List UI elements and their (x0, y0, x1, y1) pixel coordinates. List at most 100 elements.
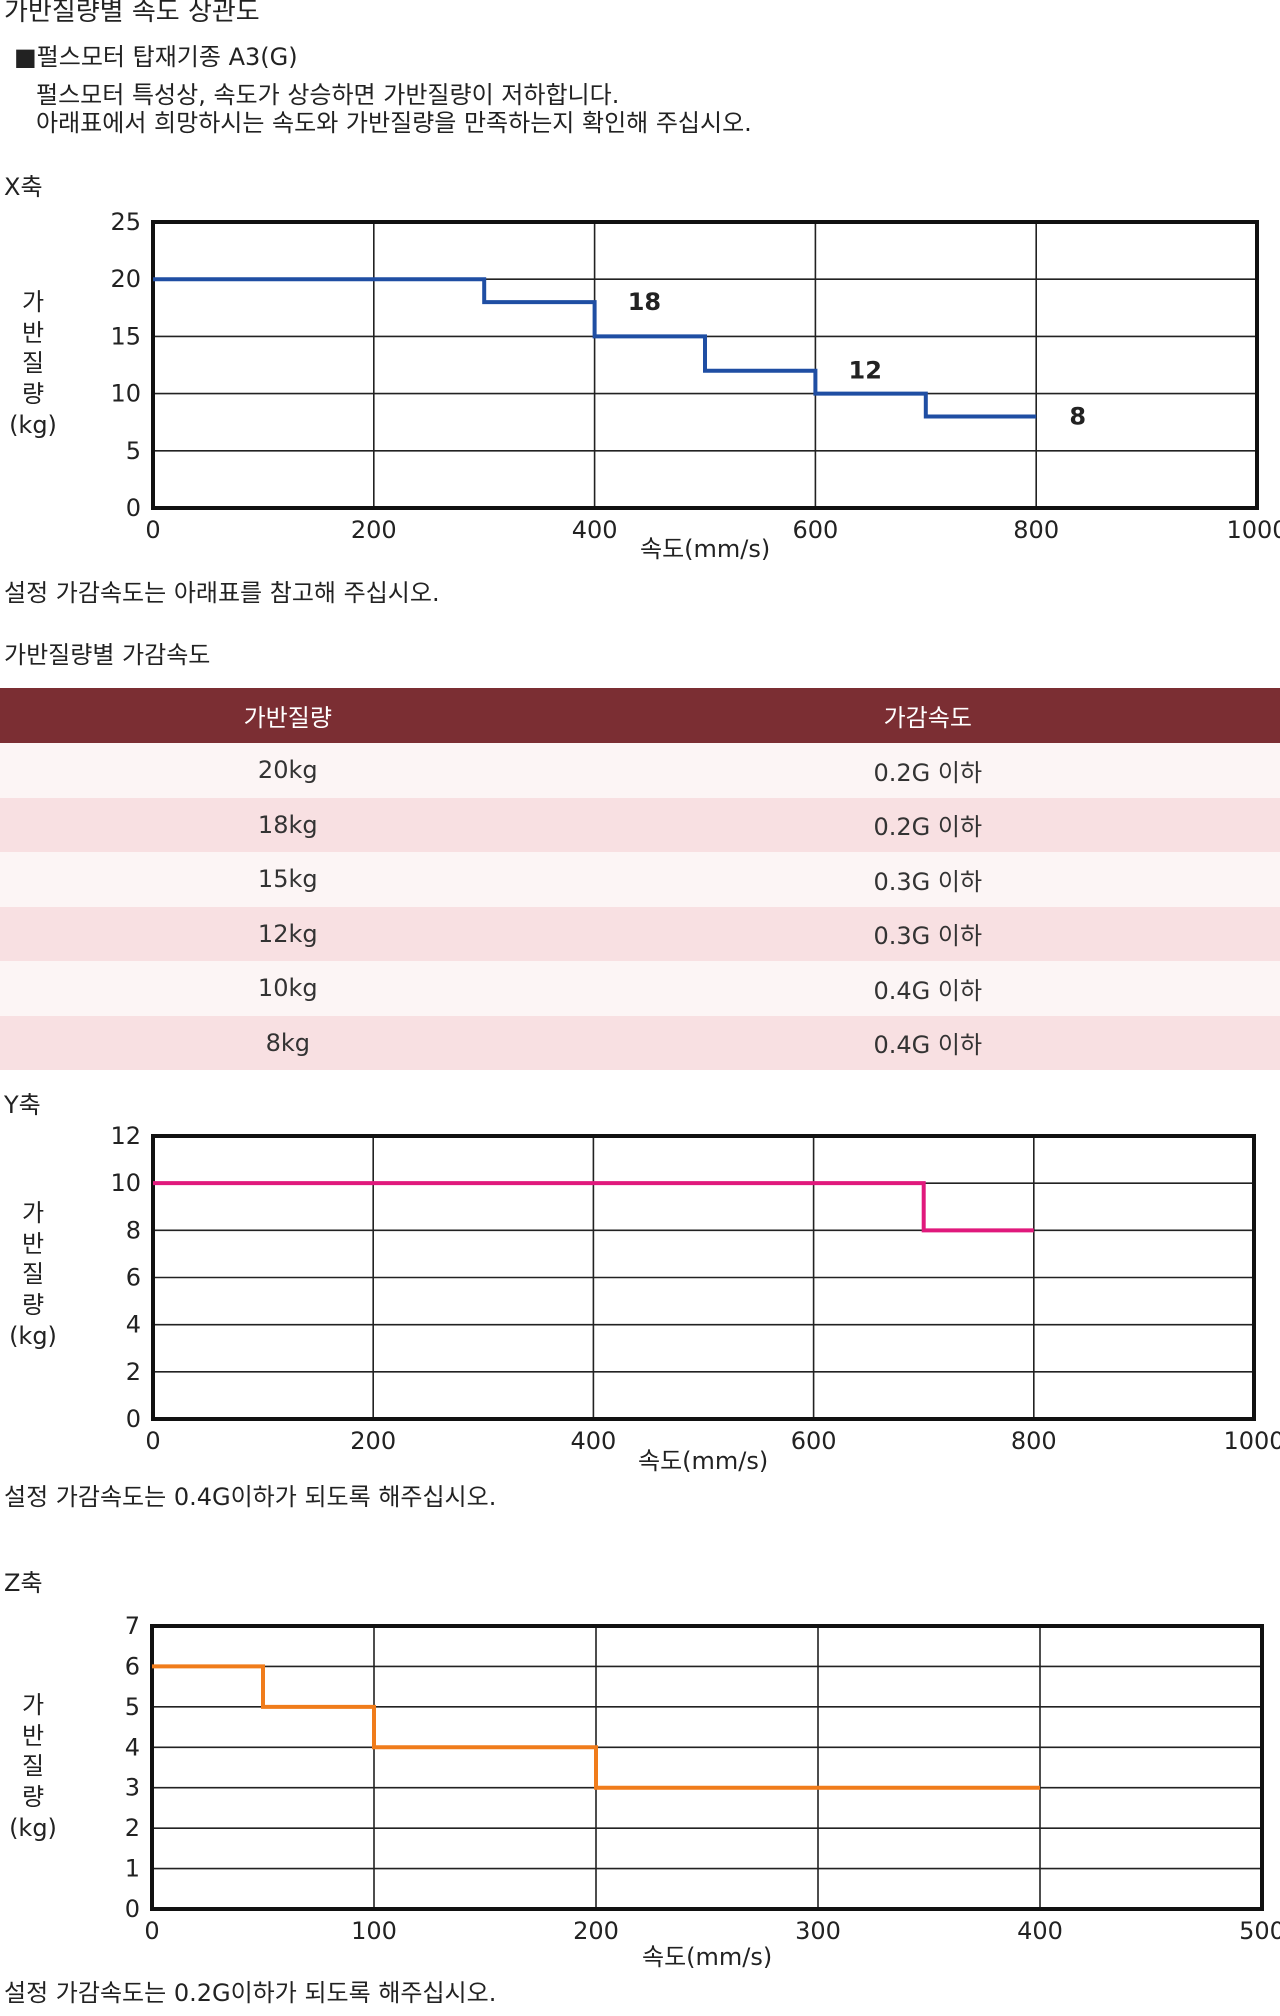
x-tick-label: 600 (792, 516, 838, 544)
y-label-char: 질 (21, 349, 45, 378)
table-cell-accel: 0.2G 이하 (575, 797, 1280, 852)
y-label-char: 가 (21, 1199, 45, 1227)
y-tick-label: 25 (110, 208, 141, 236)
x-tick-label: 400 (572, 516, 618, 544)
table-row: 10kg 0.4G 이하 (0, 961, 1280, 1016)
y-chart-y-axis-label: 가 반 질 량 (kg) (3, 1198, 63, 1352)
series-line (153, 1181, 1034, 1233)
y-label-unit: (kg) (9, 410, 57, 439)
plot-frame (151, 1134, 1256, 1421)
page-title: 가반질량별 속도 상관도 (4, 0, 260, 27)
y-tick-label: 7 (125, 1612, 140, 1640)
x-chart-y-axis-label: 가 반 질 량 (kg) (3, 287, 63, 441)
x-axis-chart: 0 200 400 600 800 1000 0 5 10 15 20 25 18 12 8 (110, 208, 1280, 544)
table-cell-accel: 0.4G 이하 (575, 1015, 1280, 1070)
table-cell-accel: 0.3G 이하 (575, 852, 1280, 907)
y-label-char: 질 (21, 1752, 45, 1781)
plot-frame (151, 220, 1259, 510)
series-line (153, 277, 1037, 419)
x-tick-label: 1000 (1223, 1427, 1280, 1455)
y-label-unit: (kg) (9, 1813, 57, 1842)
table-cell-load: 20kg (0, 743, 576, 798)
y-label-char: 반 (21, 1229, 45, 1258)
table-header-load: 가반질량 (0, 688, 576, 743)
y-tick-label: 20 (110, 265, 141, 293)
y-tick-label: 0 (125, 1895, 140, 1923)
x-tick-label: 100 (351, 1917, 397, 1945)
x-tick-label: 0 (145, 1427, 160, 1455)
y-chart-x-axis-label: 속도(mm/s) (638, 1447, 769, 1475)
plot-frame (150, 1624, 1264, 1911)
z-chart-title: Z축 (4, 1569, 43, 1597)
x-chart-title: X축 (4, 173, 43, 201)
y-tick-label: 0 (126, 1405, 141, 1433)
x-tick-label: 800 (1011, 1427, 1057, 1455)
y-tick-label: 5 (125, 1693, 140, 1721)
table-row: 8kg 0.4G 이하 (0, 1015, 1280, 1070)
y-tick-label: 10 (110, 380, 141, 408)
y-label-char: 질 (21, 1260, 45, 1289)
y-tick-label: 3 (125, 1774, 140, 1802)
y-label-char: 량 (21, 1291, 45, 1320)
y-tick-label: 2 (125, 1814, 140, 1842)
table-cell-load: 18kg (0, 797, 576, 852)
z-chart-x-axis-label: 속도(mm/s) (642, 1943, 773, 1971)
x-tick-label: 1000 (1226, 516, 1280, 544)
table-header-accel: 가감속도 (575, 688, 1280, 743)
y-label-char: 량 (21, 1783, 45, 1812)
y-tick-label: 8 (126, 1216, 141, 1244)
table-cell-load: 8kg (0, 1015, 576, 1070)
table-cell-accel: 0.3G 이하 (575, 906, 1280, 961)
y-axis-chart: 0 200 400 600 800 1000 0 2 4 6 8 10 12 (110, 1122, 1280, 1455)
y-chart-title: Y축 (4, 1091, 41, 1119)
table-cell-load: 15kg (0, 852, 576, 907)
z-accel-note: 설정 가감속도는 0.2G이하가 되도록 해주십시오. (4, 1979, 497, 2007)
y-tick-label: 1 (125, 1855, 140, 1883)
data-label: 18 (628, 288, 661, 316)
x-tick-label: 200 (573, 1917, 619, 1945)
y-tick-label: 5 (126, 437, 141, 465)
intro-line-1: 펄스모터 특성상, 속도가 상승하면 가반질량이 저하합니다. (36, 81, 620, 109)
x-tick-label: 500 (1239, 1917, 1280, 1945)
data-label: 8 (1069, 402, 1086, 430)
x-tick-label: 400 (1017, 1917, 1063, 1945)
z-axis-chart: 0 100 200 300 400 500 0 1 2 3 4 5 6 7 (125, 1612, 1280, 1945)
y-label-char: 가 (21, 288, 45, 316)
table-row: 12kg 0.3G 이하 (0, 906, 1280, 961)
y-label-unit: (kg) (9, 1321, 57, 1350)
y-tick-label: 6 (126, 1264, 141, 1292)
x-tick-label: 200 (350, 1427, 396, 1455)
y-tick-label: 4 (125, 1733, 140, 1761)
y-tick-label: 4 (126, 1311, 141, 1339)
y-tick-label: 6 (125, 1652, 140, 1680)
y-tick-label: 15 (110, 322, 141, 350)
table-row: 15kg 0.3G 이하 (0, 852, 1280, 907)
y-accel-note: 설정 가감속도는 0.4G이하가 되도록 해주십시오. (4, 1483, 497, 1511)
x-tick-label: 0 (144, 1917, 159, 1945)
model-line: ■펄스모터 탑재기종 A3(G) (14, 43, 298, 71)
table-cell-accel: 0.4G 이하 (575, 961, 1280, 1016)
z-chart-y-axis-label: 가 반 질 량 (kg) (3, 1690, 63, 1844)
table-row: 18kg 0.2G 이하 (0, 797, 1280, 852)
x-chart-x-axis-label: 속도(mm/s) (640, 535, 771, 563)
x-tick-label: 200 (351, 516, 397, 544)
table-cell-load: 10kg (0, 961, 576, 1016)
y-label-char: 반 (21, 1721, 45, 1750)
load-accel-table: 가반질량 가감속도 20kg 0.2G 이하 18kg 0.2G 이하 15kg… (0, 688, 1280, 1070)
table-cell-accel: 0.2G 이하 (575, 743, 1280, 798)
y-tick-label: 0 (126, 494, 141, 522)
accel-note: 설정 가감속도는 아래표를 참고해 주십시오. (4, 579, 440, 607)
series-line (152, 1664, 1040, 1790)
y-tick-label: 10 (110, 1169, 141, 1197)
intro-line-2: 아래표에서 희망하시는 속도와 가반질량을 만족하는지 확인해 주십시오. (36, 109, 752, 137)
y-label-char: 량 (21, 380, 45, 409)
table-row: 20kg 0.2G 이하 (0, 743, 1280, 798)
data-label: 12 (849, 357, 882, 385)
x-tick-label: 800 (1013, 516, 1059, 544)
table-cell-load: 12kg (0, 906, 576, 961)
y-label-char: 반 (21, 318, 45, 347)
y-label-char: 가 (21, 1691, 45, 1719)
y-tick-label: 12 (110, 1122, 141, 1150)
y-tick-label: 2 (126, 1358, 141, 1386)
x-tick-label: 600 (791, 1427, 837, 1455)
